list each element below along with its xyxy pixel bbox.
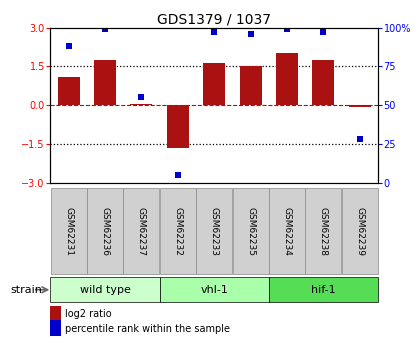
Text: strain: strain	[10, 285, 42, 295]
Text: GSM62234: GSM62234	[283, 207, 291, 256]
Bar	[276, 53, 298, 105]
Point	[320, 29, 327, 35]
Point	[211, 29, 218, 35]
Text: hif-1: hif-1	[311, 285, 336, 295]
Text: GSM62232: GSM62232	[173, 207, 182, 256]
Point	[102, 26, 108, 32]
Text: GSM62235: GSM62235	[246, 207, 255, 256]
Text: GSM62233: GSM62233	[210, 207, 219, 256]
Text: log2 ratio: log2 ratio	[65, 309, 112, 319]
Bar	[94, 60, 116, 105]
FancyBboxPatch shape	[50, 188, 87, 274]
FancyBboxPatch shape	[342, 188, 378, 274]
FancyBboxPatch shape	[196, 188, 232, 274]
FancyBboxPatch shape	[269, 277, 378, 302]
FancyBboxPatch shape	[160, 188, 196, 274]
Point	[357, 137, 363, 142]
Point	[174, 172, 181, 178]
Bar	[312, 60, 334, 105]
Text: GSM62231: GSM62231	[64, 207, 73, 256]
Point	[247, 31, 254, 37]
Text: GSM62237: GSM62237	[137, 207, 146, 256]
Point	[138, 95, 145, 100]
Bar	[58, 77, 79, 105]
FancyBboxPatch shape	[123, 188, 160, 274]
FancyBboxPatch shape	[305, 188, 341, 274]
Text: vhl-1: vhl-1	[200, 285, 228, 295]
Bar	[203, 62, 225, 105]
Text: wild type: wild type	[79, 285, 131, 295]
Bar	[167, 105, 189, 148]
Bar	[349, 105, 371, 107]
Text: percentile rank within the sample: percentile rank within the sample	[65, 324, 230, 334]
Bar	[240, 66, 262, 105]
Text: GSM62238: GSM62238	[319, 207, 328, 256]
Point	[65, 43, 72, 49]
Text: GSM62236: GSM62236	[100, 207, 110, 256]
Title: GDS1379 / 1037: GDS1379 / 1037	[157, 12, 271, 27]
FancyBboxPatch shape	[233, 188, 269, 274]
Text: GSM62239: GSM62239	[355, 207, 364, 256]
Point	[284, 26, 290, 32]
FancyBboxPatch shape	[50, 277, 160, 302]
FancyBboxPatch shape	[87, 188, 123, 274]
FancyBboxPatch shape	[269, 188, 305, 274]
FancyBboxPatch shape	[160, 277, 269, 302]
